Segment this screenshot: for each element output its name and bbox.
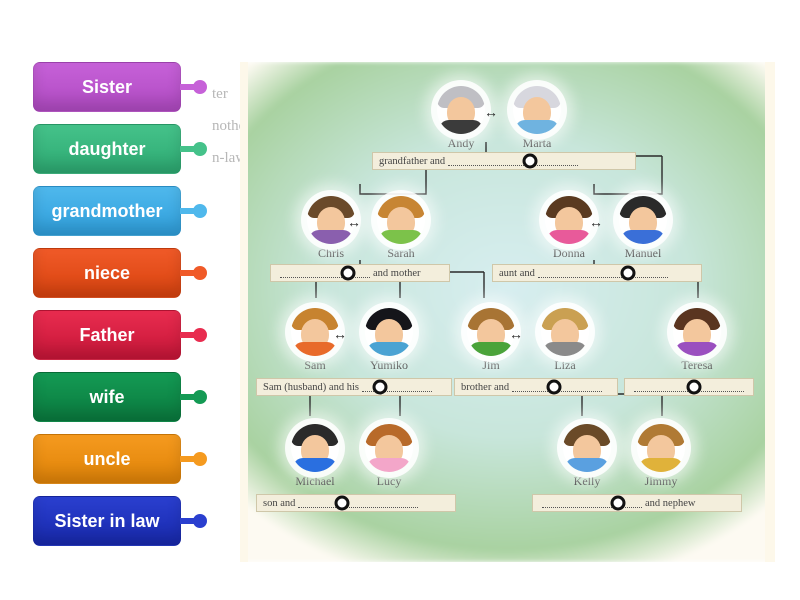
person-teresa: Teresa [668,308,726,373]
person-michael: Michael [286,424,344,489]
caption-blank [298,507,418,508]
label-tile[interactable]: grandmother [33,186,181,236]
label-peg[interactable] [193,452,207,466]
family-tree-panel: Andy Marta Chris Sarah Donna Manuel Sam Yumiko J… [240,62,775,562]
label-tile[interactable]: Sister [33,62,181,112]
caption-after: and nephew [645,498,695,509]
caption-blank [280,277,370,278]
caption-before: grandfather and [379,156,445,167]
drop-target[interactable] [523,154,538,169]
portrait [437,86,485,134]
person-name: Donna [540,246,598,261]
portrait [619,196,667,244]
portrait [291,424,339,472]
person-andy: Andy [432,86,490,151]
caption-before: brother and [461,382,509,393]
person-name: Lucy [360,474,418,489]
label-tile[interactable]: Sister in law [33,496,181,546]
label-tile[interactable]: niece [33,248,181,298]
caption-blank [448,165,578,166]
person-name: Michael [286,474,344,489]
drop-target[interactable] [687,380,702,395]
portrait [377,196,425,244]
person-name: Manuel [614,246,672,261]
caption-strip: Sam (husband) and his [256,378,452,396]
portrait [291,308,339,356]
couple-arrow-icon: ↔ [589,214,603,230]
background-text: ter [212,86,228,103]
caption-before: son and [263,498,295,509]
person-name: Kelly [558,474,616,489]
drop-target[interactable] [341,266,356,281]
caption-blank [538,277,668,278]
label-tile[interactable]: daughter [33,124,181,174]
caption-strip: son and [256,494,456,512]
label-peg[interactable] [193,204,207,218]
label-peg[interactable] [193,390,207,404]
person-kelly: Kelly [558,424,616,489]
portrait [637,424,685,472]
person-name: Sam [286,358,344,373]
caption-strip: aunt and [492,264,702,282]
person-marta: Marta [508,86,566,151]
drop-target[interactable] [373,380,388,395]
label-peg[interactable] [193,80,207,94]
caption-strip: grandfather and [372,152,636,170]
label-text: uncle [83,449,130,470]
label-peg[interactable] [193,514,207,528]
person-name: Chris [302,246,360,261]
drop-target[interactable] [621,266,636,281]
couple-arrow-icon: ↔ [333,326,347,342]
drop-target[interactable] [611,496,626,511]
portrait [467,308,515,356]
drop-target[interactable] [547,380,562,395]
person-name: Liza [536,358,594,373]
label-peg[interactable] [193,142,207,156]
person-name: Teresa [668,358,726,373]
label-text: Sister in law [54,511,159,532]
person-name: Andy [432,136,490,151]
label-peg[interactable] [193,266,207,280]
person-jimmy: Jimmy [632,424,690,489]
label-peg[interactable] [193,328,207,342]
portrait [545,196,593,244]
person-name: Jim [462,358,520,373]
caption-blank [542,507,642,508]
couple-arrow-icon: ↔ [509,326,523,342]
drop-target[interactable] [335,496,350,511]
caption-before: aunt and [499,268,535,279]
portrait [365,308,413,356]
label-text: Sister [82,77,132,98]
couple-arrow-icon: ↔ [484,104,498,120]
person-name: Jimmy [632,474,690,489]
caption-strip: and nephew [532,494,742,512]
label-text: grandmother [51,201,162,222]
caption-after: and mother [373,268,421,279]
portrait [541,308,589,356]
label-text: daughter [68,139,145,160]
caption-strip: brother and [454,378,618,396]
label-tile[interactable]: uncle [33,434,181,484]
person-liza: Liza [536,308,594,373]
person-manuel: Manuel [614,196,672,261]
portrait [365,424,413,472]
label-text: niece [84,263,130,284]
caption-strip: and mother [270,264,450,282]
person-name: Yumiko [360,358,418,373]
couple-arrow-icon: ↔ [347,214,361,230]
label-text: Father [79,325,134,346]
label-tile[interactable]: Father [33,310,181,360]
person-sarah: Sarah [372,196,430,261]
caption-before: Sam (husband) and his [263,382,359,393]
portrait [563,424,611,472]
person-lucy: Lucy [360,424,418,489]
portrait [513,86,561,134]
portrait [673,308,721,356]
labels-column: Sister daughter grandmother niece Father wife… [33,62,213,558]
person-name: Marta [508,136,566,151]
label-tile[interactable]: wife [33,372,181,422]
label-text: wife [89,387,124,408]
person-name: Sarah [372,246,430,261]
person-yumiko: Yumiko [360,308,418,373]
